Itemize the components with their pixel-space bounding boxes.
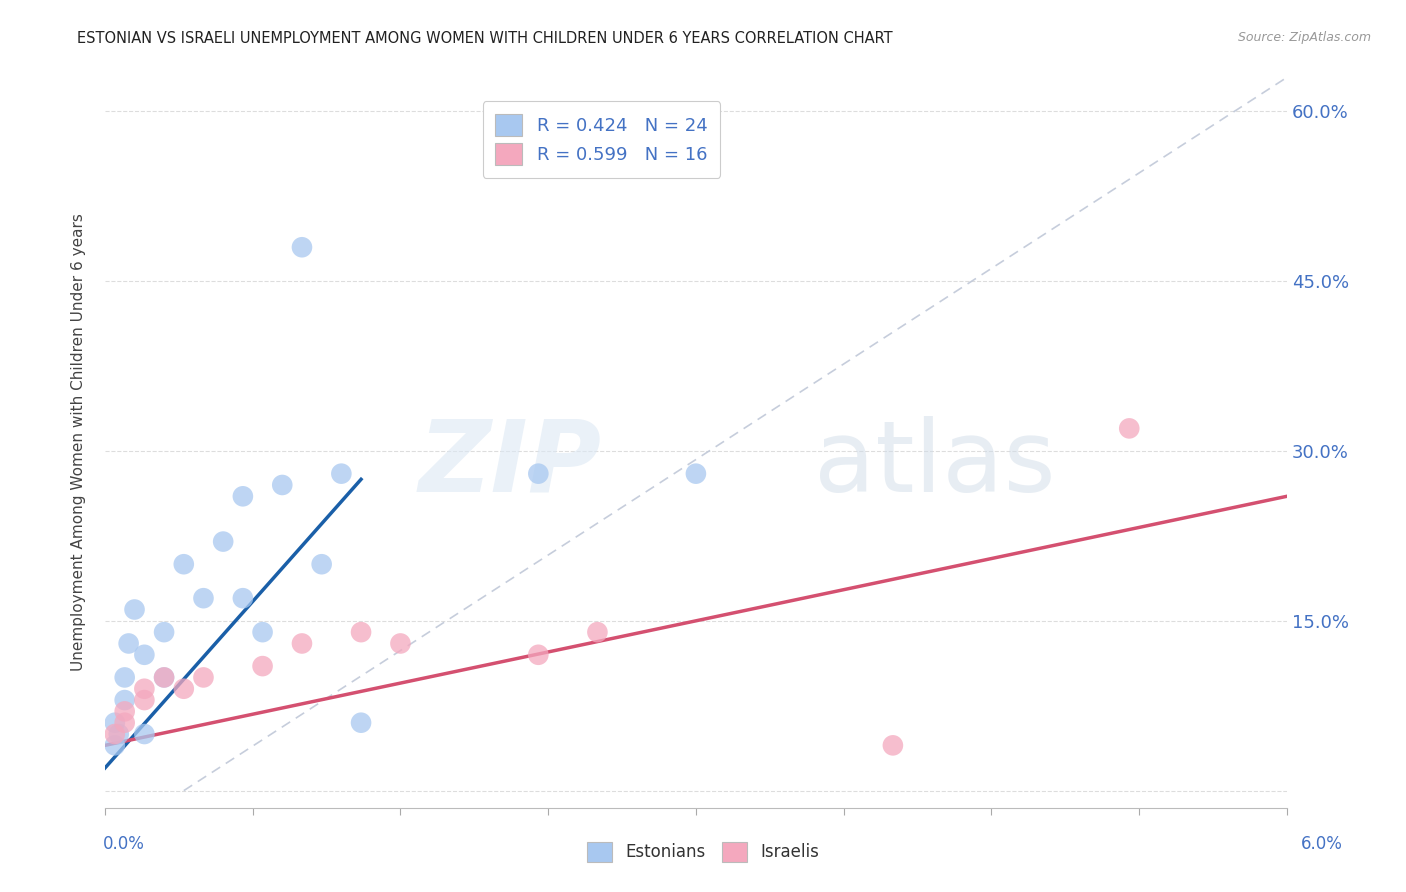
Point xyxy=(134,693,156,707)
Text: Source: ZipAtlas.com: Source: ZipAtlas.com xyxy=(1237,31,1371,45)
Legend: Estonians, Israelis: Estonians, Israelis xyxy=(578,833,828,871)
Point xyxy=(134,727,156,741)
Point xyxy=(1118,421,1140,435)
Point xyxy=(114,670,136,684)
Point xyxy=(193,591,215,606)
Point xyxy=(291,240,314,254)
Point xyxy=(330,467,353,481)
Point xyxy=(232,591,254,606)
Legend: R = 0.424   N = 24, R = 0.599   N = 16: R = 0.424 N = 24, R = 0.599 N = 16 xyxy=(482,101,720,178)
Point xyxy=(212,534,235,549)
Point xyxy=(882,739,904,753)
Point xyxy=(114,705,136,719)
Point xyxy=(114,693,136,707)
Point xyxy=(291,636,314,650)
Point xyxy=(311,558,333,572)
Point xyxy=(252,625,274,640)
Text: 0.0%: 0.0% xyxy=(103,835,145,853)
Point xyxy=(685,467,707,481)
Point xyxy=(173,681,195,696)
Point xyxy=(350,715,373,730)
Point xyxy=(104,727,127,741)
Y-axis label: Unemployment Among Women with Children Under 6 years: Unemployment Among Women with Children U… xyxy=(72,213,86,672)
Point xyxy=(107,727,129,741)
Point xyxy=(114,715,136,730)
Text: atlas: atlas xyxy=(814,416,1056,513)
Point xyxy=(104,739,127,753)
Text: ESTONIAN VS ISRAELI UNEMPLOYMENT AMONG WOMEN WITH CHILDREN UNDER 6 YEARS CORRELA: ESTONIAN VS ISRAELI UNEMPLOYMENT AMONG W… xyxy=(77,31,893,46)
Point xyxy=(104,715,127,730)
Point xyxy=(271,478,294,492)
Point xyxy=(527,648,550,662)
Point xyxy=(586,625,609,640)
Point xyxy=(193,670,215,684)
Text: 6.0%: 6.0% xyxy=(1301,835,1343,853)
Text: ZIP: ZIP xyxy=(419,416,602,513)
Point xyxy=(173,558,195,572)
Point xyxy=(389,636,412,650)
Point xyxy=(153,625,176,640)
Point xyxy=(134,681,156,696)
Point xyxy=(153,670,176,684)
Point xyxy=(252,659,274,673)
Point xyxy=(117,636,139,650)
Point xyxy=(153,670,176,684)
Point xyxy=(232,489,254,503)
Point xyxy=(134,648,156,662)
Point xyxy=(124,602,146,616)
Point xyxy=(527,467,550,481)
Point xyxy=(350,625,373,640)
